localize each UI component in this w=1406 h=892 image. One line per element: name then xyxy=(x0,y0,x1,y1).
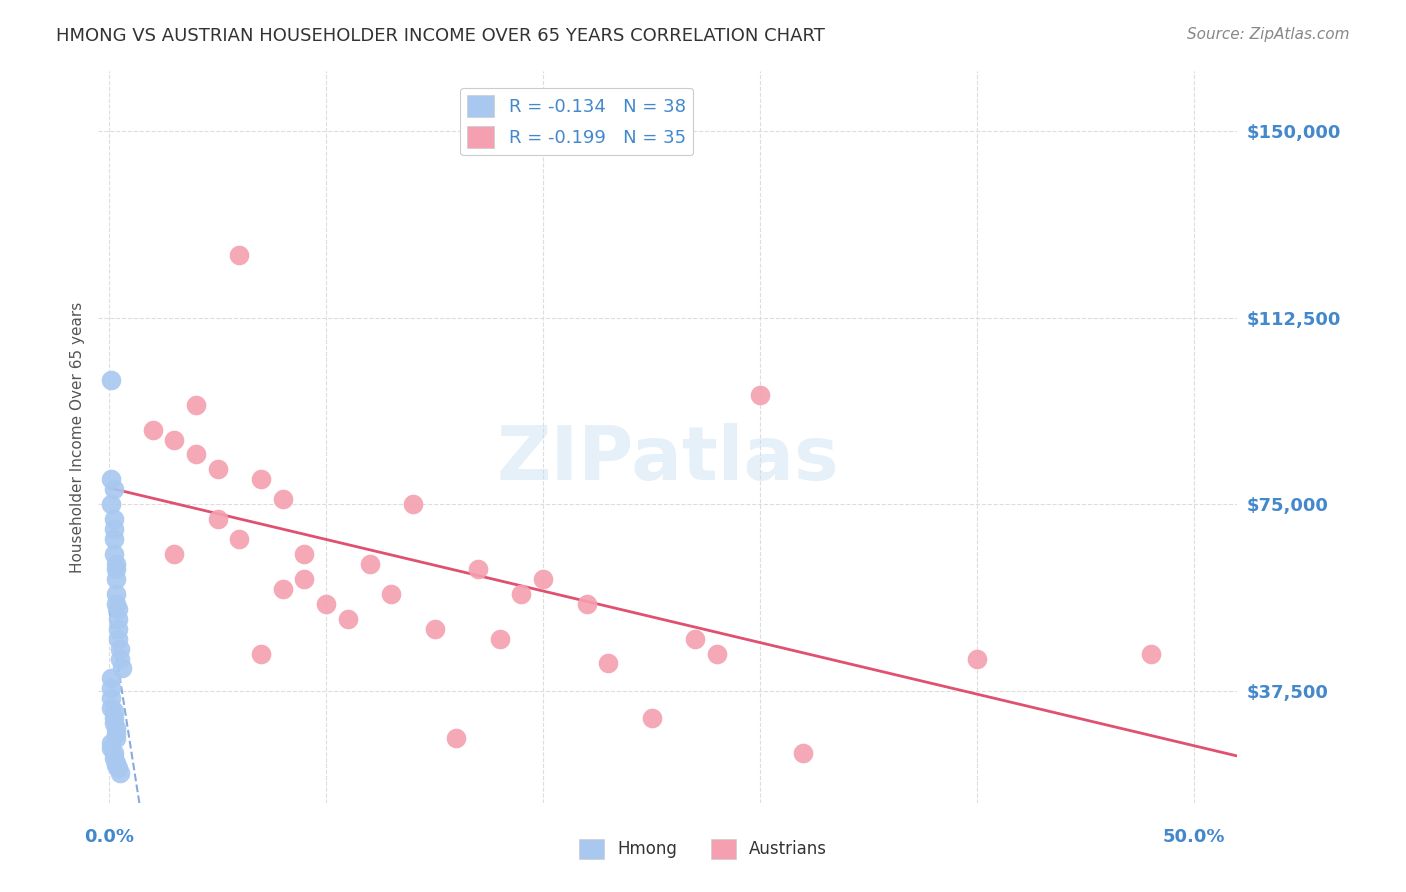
Point xyxy=(107,601,129,615)
Point xyxy=(100,701,122,715)
Point xyxy=(103,522,125,536)
Point xyxy=(467,562,489,576)
Point xyxy=(640,711,662,725)
Point xyxy=(1139,647,1161,661)
Point xyxy=(228,532,250,546)
Point xyxy=(683,632,706,646)
Point xyxy=(184,448,207,462)
Point xyxy=(488,632,510,646)
Point xyxy=(207,512,229,526)
Point xyxy=(104,562,127,576)
Point xyxy=(104,756,127,770)
Point xyxy=(103,751,125,765)
Point xyxy=(336,612,359,626)
Point xyxy=(184,398,207,412)
Point xyxy=(294,547,316,561)
Point xyxy=(142,423,165,437)
Point xyxy=(510,587,533,601)
Point xyxy=(163,547,186,561)
Point xyxy=(749,388,772,402)
Text: 0.0%: 0.0% xyxy=(84,828,134,846)
Y-axis label: Householder Income Over 65 years: Householder Income Over 65 years xyxy=(69,301,84,573)
Point xyxy=(100,741,122,756)
Point xyxy=(100,681,122,696)
Point xyxy=(104,721,127,735)
Point xyxy=(103,716,125,731)
Text: ZIPatlas: ZIPatlas xyxy=(496,423,839,496)
Point xyxy=(100,672,122,686)
Point xyxy=(104,597,127,611)
Point xyxy=(100,472,122,486)
Point xyxy=(294,572,316,586)
Point xyxy=(103,547,125,561)
Point xyxy=(163,433,186,447)
Point xyxy=(575,597,598,611)
Point xyxy=(103,704,125,718)
Point xyxy=(104,557,127,571)
Point xyxy=(100,497,122,511)
Point xyxy=(446,731,468,745)
Point xyxy=(103,532,125,546)
Point xyxy=(271,582,294,596)
Point xyxy=(107,761,129,775)
Point xyxy=(966,651,988,665)
Point xyxy=(402,497,425,511)
Legend: R = -0.134   N = 38, R = -0.199   N = 35: R = -0.134 N = 38, R = -0.199 N = 35 xyxy=(460,87,693,155)
Point xyxy=(108,766,131,780)
Point xyxy=(108,651,131,665)
Point xyxy=(792,746,814,760)
Point xyxy=(315,597,337,611)
Point xyxy=(107,622,129,636)
Point xyxy=(111,661,134,675)
Point xyxy=(100,736,122,750)
Text: 50.0%: 50.0% xyxy=(1163,828,1225,846)
Point xyxy=(100,373,122,387)
Point xyxy=(103,483,125,497)
Point xyxy=(104,758,127,772)
Point xyxy=(271,492,294,507)
Legend: Hmong, Austrians: Hmong, Austrians xyxy=(572,832,834,866)
Point xyxy=(706,647,728,661)
Point xyxy=(103,711,125,725)
Point xyxy=(108,641,131,656)
Point xyxy=(103,746,125,760)
Point xyxy=(104,726,127,740)
Point xyxy=(531,572,554,586)
Text: HMONG VS AUSTRIAN HOUSEHOLDER INCOME OVER 65 YEARS CORRELATION CHART: HMONG VS AUSTRIAN HOUSEHOLDER INCOME OVE… xyxy=(56,27,825,45)
Point xyxy=(207,462,229,476)
Point xyxy=(250,472,273,486)
Point xyxy=(228,248,250,262)
Point xyxy=(359,557,381,571)
Point xyxy=(104,572,127,586)
Point xyxy=(598,657,620,671)
Point xyxy=(103,512,125,526)
Point xyxy=(107,632,129,646)
Point xyxy=(104,731,127,745)
Point xyxy=(380,587,402,601)
Point xyxy=(107,612,129,626)
Point xyxy=(250,647,273,661)
Point xyxy=(423,622,446,636)
Text: Source: ZipAtlas.com: Source: ZipAtlas.com xyxy=(1187,27,1350,42)
Point xyxy=(104,587,127,601)
Point xyxy=(100,691,122,706)
